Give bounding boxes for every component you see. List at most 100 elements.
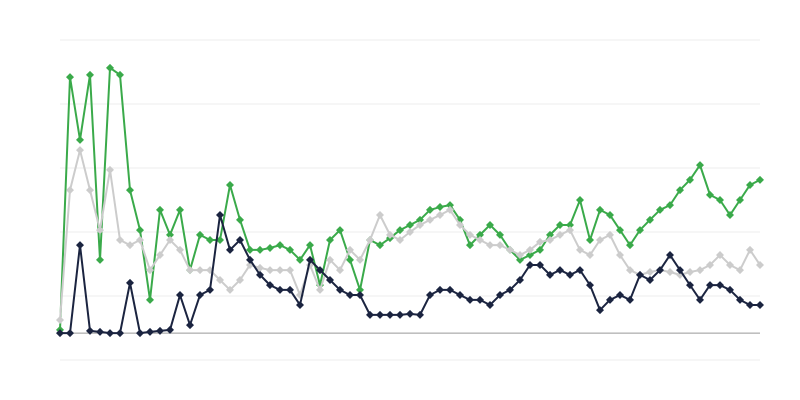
point-marker — [376, 211, 384, 220]
point-marker — [536, 245, 544, 254]
point-marker — [486, 241, 494, 250]
point-marker — [326, 255, 334, 264]
point-marker — [516, 255, 524, 264]
point-marker — [666, 251, 674, 260]
point-marker — [666, 268, 674, 276]
point-marker — [86, 70, 94, 79]
point-marker — [216, 211, 224, 220]
point-marker — [556, 220, 564, 229]
point-marker — [736, 266, 744, 275]
point-marker — [446, 205, 454, 214]
point-marker — [616, 226, 624, 235]
point-marker — [186, 321, 194, 330]
point-marker — [746, 180, 754, 189]
point-marker — [96, 255, 104, 264]
point-marker — [206, 236, 214, 244]
point-marker — [546, 230, 554, 239]
point-marker — [156, 326, 164, 335]
point-marker — [506, 245, 514, 254]
series-line — [59, 66, 761, 330]
point-marker — [96, 226, 104, 235]
point-marker — [576, 245, 584, 254]
point-marker — [676, 186, 684, 195]
point-marker — [626, 241, 634, 250]
point-marker — [306, 255, 314, 264]
point-marker — [346, 291, 354, 300]
point-marker — [686, 281, 694, 290]
point-marker — [116, 70, 124, 79]
point-marker — [626, 266, 634, 275]
point-marker — [356, 285, 364, 294]
point-marker — [156, 205, 164, 214]
point-marker — [406, 220, 414, 229]
point-marker — [726, 285, 734, 294]
point-marker — [566, 226, 574, 235]
point-marker — [696, 161, 704, 170]
point-marker — [536, 260, 544, 269]
point-marker — [236, 215, 244, 224]
point-marker — [756, 175, 764, 184]
point-marker — [646, 215, 654, 224]
point-marker — [116, 236, 124, 244]
point-marker — [566, 220, 574, 229]
point-marker — [166, 325, 174, 334]
point-marker — [716, 281, 724, 290]
point-marker — [686, 175, 694, 184]
point-marker — [666, 201, 674, 210]
point-marker — [466, 295, 474, 304]
point-marker — [446, 201, 454, 210]
point-marker — [516, 251, 524, 260]
point-marker — [246, 245, 254, 254]
point-marker — [696, 266, 704, 275]
point-marker — [256, 270, 264, 279]
point-marker — [606, 211, 614, 220]
point-marker — [606, 230, 614, 239]
point-marker — [266, 266, 274, 275]
point-marker — [226, 245, 234, 254]
point-marker — [276, 285, 284, 294]
point-marker — [416, 215, 424, 224]
point-marker — [556, 230, 564, 239]
point-marker — [406, 228, 414, 236]
point-marker — [276, 241, 284, 250]
point-marker — [166, 230, 174, 239]
point-marker — [246, 255, 254, 264]
point-marker — [66, 186, 74, 195]
point-marker — [206, 285, 214, 294]
point-marker — [226, 285, 234, 294]
point-marker — [346, 255, 354, 264]
point-marker — [316, 266, 324, 275]
point-marker — [116, 329, 124, 338]
point-marker — [646, 276, 654, 284]
point-marker — [496, 241, 504, 250]
point-marker — [686, 268, 694, 276]
point-marker — [426, 215, 434, 224]
point-marker — [436, 285, 444, 294]
point-marker — [656, 205, 664, 214]
point-marker — [366, 310, 374, 319]
point-marker — [546, 270, 554, 279]
point-marker — [526, 251, 534, 260]
point-marker — [756, 300, 764, 309]
point-marker — [696, 295, 704, 304]
point-marker — [396, 226, 404, 235]
point-marker — [646, 268, 654, 276]
point-marker — [526, 260, 534, 269]
point-marker — [516, 276, 524, 284]
point-marker — [106, 329, 114, 338]
point-marker — [436, 211, 444, 220]
point-marker — [106, 63, 114, 72]
point-marker — [736, 196, 744, 204]
point-marker — [656, 266, 664, 275]
point-marker — [236, 276, 244, 284]
point-marker — [156, 251, 164, 260]
point-marker — [706, 281, 714, 290]
point-marker — [406, 309, 414, 318]
point-marker — [596, 205, 604, 214]
point-marker — [606, 295, 614, 304]
point-marker — [576, 196, 584, 204]
point-marker — [586, 236, 594, 244]
point-marker — [356, 291, 364, 300]
